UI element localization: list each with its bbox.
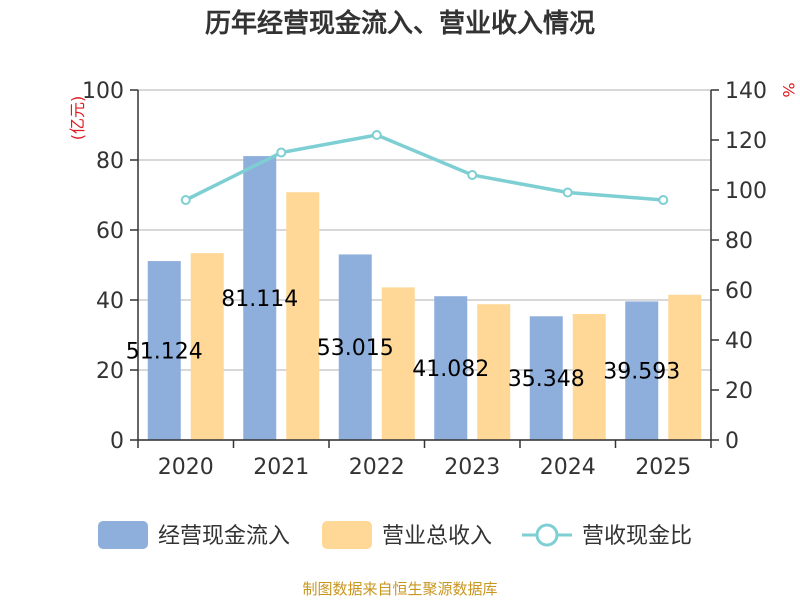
left-tick-label: 40	[96, 289, 124, 314]
x-tick-label: 2022	[349, 455, 405, 480]
bar-cash-inflow	[529, 316, 563, 440]
bar-cash-inflow	[625, 301, 659, 440]
x-tick-label: 2020	[158, 455, 214, 480]
left-tick-label: 100	[82, 79, 124, 104]
right-tick-label: 40	[725, 329, 753, 354]
left-tick-label: 60	[96, 219, 124, 244]
line-point-ratio	[562, 187, 573, 198]
data-label-cash-inflow: 53.015	[317, 336, 394, 361]
line-layer	[180, 130, 669, 205]
left-tick-label: 80	[96, 149, 124, 174]
bar-revenue	[668, 294, 702, 440]
data-label-cash-inflow: 35.348	[508, 367, 585, 392]
right-tick-label: 0	[725, 429, 739, 454]
legend-swatch-revenue	[322, 521, 372, 549]
x-tick-label: 2025	[635, 455, 691, 480]
legend-swatch-cash-inflow	[98, 521, 148, 549]
legend-label-ratio: 营收现金比	[582, 524, 692, 549]
line-point-ratio	[467, 170, 478, 180]
line-point-ratio	[658, 195, 669, 205]
bar-revenue	[572, 314, 606, 440]
bar-cash-inflow	[338, 254, 372, 440]
legend-marker-ratio	[535, 523, 559, 547]
left-axis-unit: (亿元)	[68, 96, 87, 141]
left-tick-label: 0	[110, 429, 124, 454]
right-tick-label: 120	[725, 129, 767, 154]
right-axis-unit: %	[779, 82, 798, 97]
axes-layer: 0 20 40 60 80 100 0 20 40 60 80 100 120 140 2020 2021 20…	[82, 79, 767, 480]
right-tick-label: 80	[725, 229, 753, 254]
legend: 经营现金流入 营业总收入 营收现金比	[98, 521, 692, 549]
line-point-ratio	[276, 147, 287, 158]
right-tick-label: 140	[725, 79, 767, 104]
x-tick-label: 2023	[444, 455, 500, 480]
data-label-cash-inflow: 41.082	[412, 357, 489, 382]
legend-label-revenue: 营业总收入	[382, 524, 492, 549]
right-tick-label: 60	[725, 279, 753, 304]
source-note: 制图数据来自恒生聚源数据库	[302, 580, 497, 598]
data-label-cash-inflow: 51.124	[126, 340, 203, 365]
bar-revenue	[190, 253, 224, 440]
data-labels-layer: 51.124 81.114 53.015 41.082 35.348 39.593	[126, 287, 680, 392]
data-label-cash-inflow: 81.114	[221, 287, 298, 312]
bar-cash-inflow	[147, 261, 181, 440]
chart-title: 历年经营现金流入、营业收入情况	[205, 8, 595, 39]
bar-revenue	[286, 192, 320, 440]
bar-revenue	[381, 287, 415, 440]
bar-cash-inflow	[243, 156, 277, 440]
right-tick-label: 20	[725, 379, 753, 404]
bar-revenue	[477, 304, 511, 440]
data-label-cash-inflow: 39.593	[603, 360, 680, 385]
right-tick-label: 100	[725, 179, 767, 204]
line-point-ratio	[180, 195, 191, 205]
legend-label-cash-inflow: 经营现金流入	[158, 524, 290, 549]
left-tick-label: 20	[96, 359, 124, 384]
x-tick-label: 2021	[253, 455, 309, 480]
bars-layer	[147, 156, 702, 440]
x-tick-label: 2024	[540, 455, 596, 480]
bar-cash-inflow	[434, 296, 468, 440]
grid-lines	[138, 89, 711, 441]
line-point-ratio	[371, 130, 382, 140]
line-ratio	[184, 133, 664, 202]
